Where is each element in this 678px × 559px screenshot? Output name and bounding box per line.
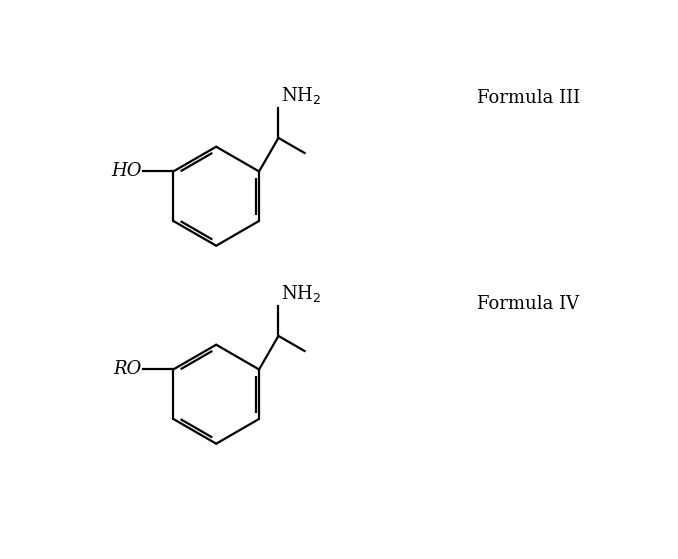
Text: Formula III: Formula III [477, 88, 580, 107]
Text: Formula IV: Formula IV [477, 295, 579, 313]
Text: NH$_2$: NH$_2$ [281, 283, 321, 304]
Text: RO: RO [113, 359, 142, 377]
Text: HO: HO [111, 162, 142, 179]
Text: NH$_2$: NH$_2$ [281, 84, 321, 106]
